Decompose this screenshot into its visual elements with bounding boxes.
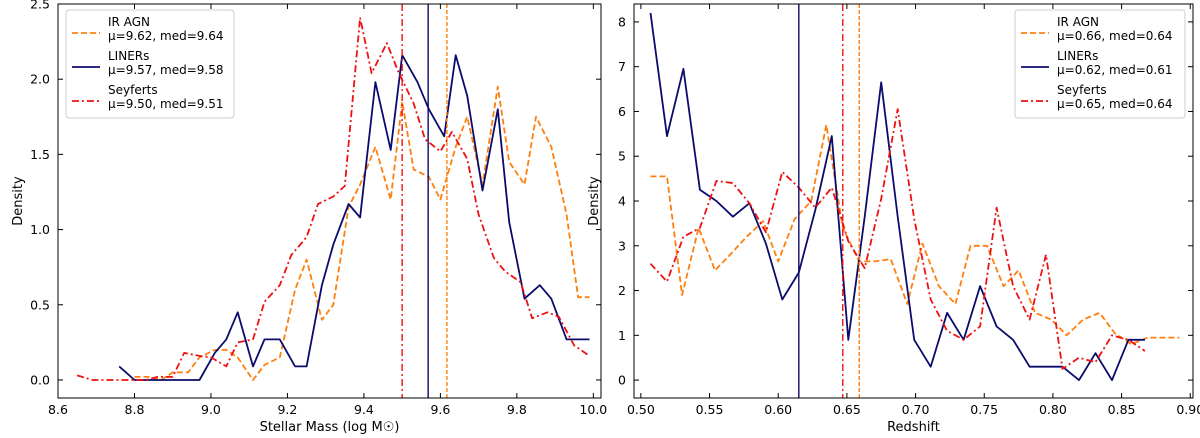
x-tick-label: 0.65 bbox=[833, 402, 861, 417]
x-tick-label: 0.50 bbox=[627, 402, 655, 417]
x-tick-label: 9.2 bbox=[277, 402, 297, 417]
legend-stat-liners: μ=0.62, med=0.61 bbox=[1057, 63, 1173, 77]
x-tick-label: 8.8 bbox=[125, 402, 145, 417]
x-tick-label: 9.6 bbox=[430, 402, 450, 417]
series-line-seyferts bbox=[649, 108, 1146, 370]
legend-label-ir-agn: IR AGN bbox=[1057, 15, 1099, 29]
x-tick-label: 0.85 bbox=[1108, 402, 1136, 417]
x-tick-label: 9.4 bbox=[354, 402, 374, 417]
legend-stat-ir-agn: μ=9.62, med=9.64 bbox=[108, 29, 224, 43]
series-line-liners bbox=[118, 54, 590, 381]
series-line-ir-agn bbox=[650, 124, 1180, 346]
y-tick-label: 2.5 bbox=[30, 0, 50, 12]
x-tick-label: 9.8 bbox=[507, 402, 527, 417]
redshift-panel: 0.50 0.55 0.60 0.65 0.70 0.75 0.80 0.85 0.90 0 1 2 3… bbox=[587, 3, 1200, 435]
x-tick-label: 8.6 bbox=[48, 402, 68, 417]
series-line-seyferts bbox=[76, 16, 591, 381]
x-tick-label: 10.0 bbox=[579, 402, 607, 417]
y-tick-label: 2 bbox=[618, 283, 626, 298]
y-tick-label: 1 bbox=[618, 328, 626, 343]
x-tick-label: 0.90 bbox=[1176, 402, 1200, 417]
stellar-mass-panel: 8.6 8.8 9.0 9.2 9.4 9.6 9.8 10.0 0.0 0.5 1.0 1.5 2.0… bbox=[11, 0, 607, 435]
y-axis-label: Density bbox=[11, 176, 26, 226]
y-tick-label: 0 bbox=[618, 373, 626, 388]
x-tick-label: 0.70 bbox=[902, 402, 930, 417]
y-tick-label: 7 bbox=[618, 59, 626, 74]
y-tick-label: 6 bbox=[618, 104, 626, 119]
series-group bbox=[76, 16, 591, 381]
y-tick-label: 3 bbox=[618, 238, 626, 253]
x-tick-label: 0.75 bbox=[970, 402, 998, 417]
legend-stat-seyferts: μ=9.50, med=9.51 bbox=[108, 97, 224, 111]
x-tick-label: 0.60 bbox=[764, 402, 792, 417]
series-group bbox=[649, 12, 1180, 382]
legend-stat-liners: μ=9.57, med=9.58 bbox=[108, 63, 224, 77]
y-tick-label: 2.0 bbox=[30, 72, 50, 87]
y-tick-label: 8 bbox=[618, 14, 626, 29]
x-tick-label: 0.80 bbox=[1039, 402, 1067, 417]
x-axis-label: Redshift bbox=[887, 420, 940, 435]
x-tick-label: 0.55 bbox=[696, 402, 724, 417]
x-axis-label: Stellar Mass (log M☉) bbox=[260, 420, 400, 435]
legend-stat-seyferts: μ=0.65, med=0.64 bbox=[1057, 97, 1173, 111]
y-tick-label: 4 bbox=[618, 194, 626, 209]
y-tick-label: 0.5 bbox=[30, 297, 50, 312]
legend-label-liners: LINERs bbox=[108, 49, 149, 63]
legend-label-ir-agn: IR AGN bbox=[108, 15, 150, 29]
legend-label-seyferts: Seyferts bbox=[1057, 83, 1107, 97]
series-line-ir-agn bbox=[134, 85, 590, 381]
y-tick-label: 1.0 bbox=[30, 222, 50, 237]
legend-label-liners: LINERs bbox=[1057, 49, 1098, 63]
legend-stat-ir-agn: μ=0.66, med=0.64 bbox=[1057, 29, 1173, 43]
axes-frame bbox=[57, 3, 602, 399]
x-tick-label: 9.0 bbox=[201, 402, 221, 417]
y-tick-label: 0.0 bbox=[30, 372, 50, 387]
legend-box bbox=[1014, 9, 1186, 119]
y-tick-label: 5 bbox=[618, 149, 626, 164]
legend-box bbox=[65, 9, 235, 119]
y-axis-label: Density bbox=[587, 176, 602, 226]
legend-label-seyferts: Seyferts bbox=[108, 83, 158, 97]
y-tick-label: 1.5 bbox=[30, 147, 50, 162]
